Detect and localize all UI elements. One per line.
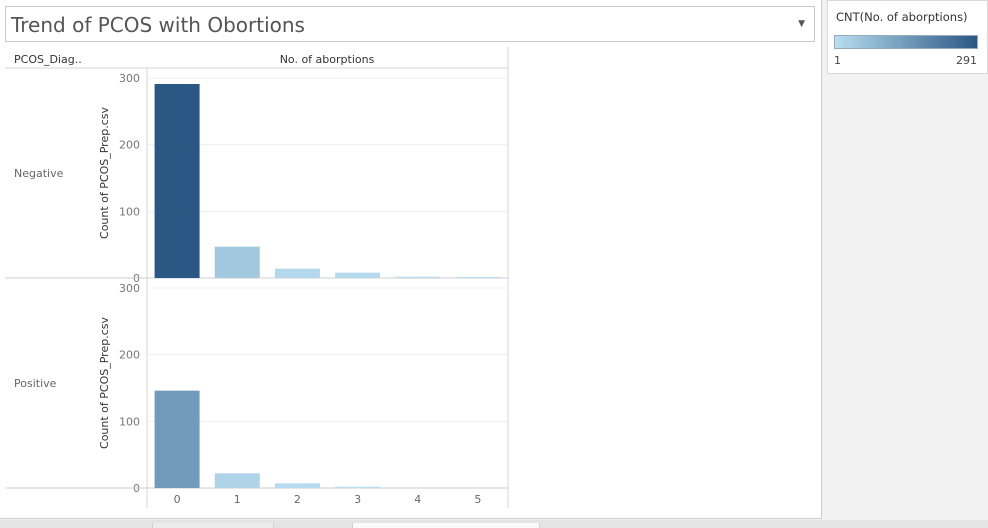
bar (395, 276, 441, 278)
legend-min-label: 1 (834, 54, 841, 67)
dropdown-caret-icon[interactable]: ▼ (798, 19, 805, 29)
legend-title: CNT(No. of aborptions) (836, 10, 968, 24)
color-legend[interactable]: CNT(No. of aborptions) 1 291 (827, 0, 988, 74)
bar (214, 473, 260, 488)
y-tick-label: 200 (119, 139, 140, 152)
bar (154, 84, 200, 278)
bar (455, 277, 501, 278)
bar-chart: PCOS_Diag.. No. of aborptions Negative Co… (5, 47, 509, 508)
x-tick-label: 0 (174, 493, 181, 506)
sheet-tab[interactable] (152, 523, 274, 528)
bar (274, 483, 320, 488)
y-axis-title: Count of PCOS_Prep.csv (98, 317, 111, 449)
y-axis-title: Count of PCOS_Prep.csv (98, 107, 111, 239)
bar (335, 486, 381, 488)
bar (154, 390, 200, 488)
bar (214, 246, 260, 278)
chart-panels: Negative Count of PCOS_Prep.csv 0 100 200 300… (5, 47, 509, 508)
row-header: PCOS_Diag.. (14, 53, 82, 66)
row-label: Negative (14, 167, 64, 180)
x-tick-label: 2 (294, 493, 301, 506)
bar (335, 272, 381, 278)
legend-max-label: 291 (956, 54, 977, 67)
x-tick-label: 5 (474, 493, 481, 506)
x-tick-label: 1 (234, 493, 241, 506)
bar (274, 268, 320, 278)
y-tick-label: 100 (119, 205, 140, 218)
y-tick-label: 300 (119, 282, 140, 295)
sheet-tab[interactable] (352, 523, 540, 528)
chart-title: Trend of PCOS with Obortions (11, 13, 305, 37)
y-tick-label: 100 (119, 415, 140, 428)
y-tick-label: 200 (119, 349, 140, 362)
worksheet: Trend of PCOS with Obortions ▼ PCOS_Diag… (0, 0, 822, 519)
title-dropdown[interactable]: Trend of PCOS with Obortions ▼ (5, 6, 815, 42)
y-tick-label: 300 (119, 72, 140, 85)
x-tick-label: 4 (414, 493, 421, 506)
row-label: Positive (14, 377, 57, 390)
legend-color-ramp (834, 35, 978, 49)
x-tick-label: 3 (354, 493, 361, 506)
column-header: No. of aborptions (280, 53, 375, 66)
